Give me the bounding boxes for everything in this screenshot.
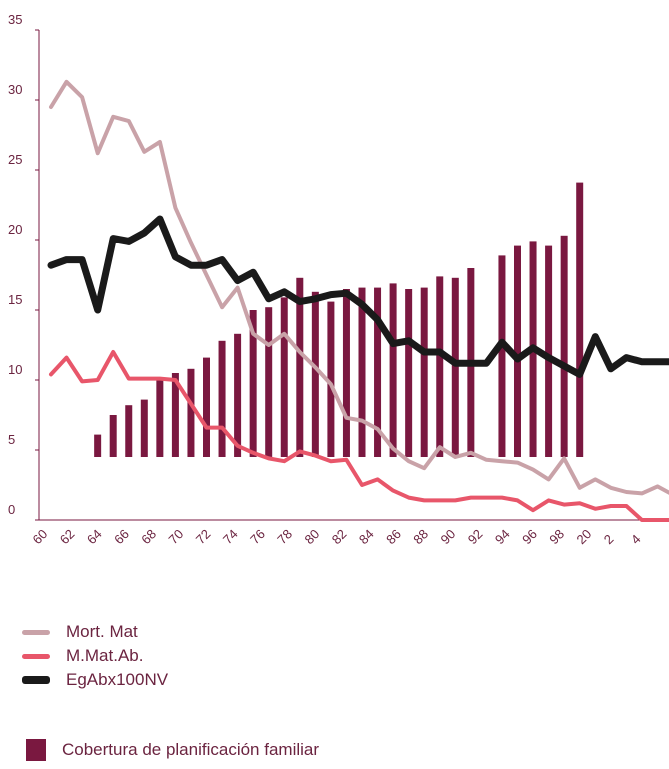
legend-label-egabx100nv: EgAbx100NV — [66, 670, 169, 689]
bar-cobertura — [171, 373, 179, 457]
x-tick-label: 90 — [438, 526, 459, 547]
x-tick-label: 70 — [166, 526, 187, 547]
bar-cobertura — [280, 297, 288, 457]
bar-cobertura — [296, 277, 304, 457]
legend-swatch-egabx100nv — [22, 676, 50, 684]
x-tick-label: 94 — [492, 526, 513, 547]
x-tick-label: 20 — [574, 526, 595, 547]
bar-cobertura — [420, 287, 428, 457]
x-tick-label: 4 — [628, 531, 644, 547]
bar-cobertura — [374, 287, 382, 457]
bar-cobertura — [498, 255, 506, 457]
legend-label-m-mat-ab: M.Mat.Ab. — [66, 646, 144, 665]
series-line-egabx100nv — [47, 215, 669, 378]
bar-cobertura — [342, 289, 350, 457]
bar-cobertura — [405, 289, 413, 457]
bar-cobertura — [249, 310, 257, 457]
bar-cobertura — [576, 182, 584, 457]
y-tick-label: 25 — [8, 152, 22, 167]
bar-cobertura — [436, 276, 444, 457]
y-tick-label: 20 — [8, 222, 22, 237]
legend-swatch-m-mat-ab — [22, 653, 50, 659]
x-tick-label: 88 — [410, 526, 431, 547]
bar-cobertura — [265, 307, 273, 457]
x-tick-label: 66 — [111, 526, 132, 547]
bar-cobertura — [560, 235, 568, 457]
x-tick-label: 96 — [519, 526, 540, 547]
x-tick-label: 2 — [601, 531, 617, 547]
x-tick-label: 74 — [220, 526, 241, 547]
legend-label-mort-mat: Mort. Mat — [66, 622, 138, 641]
x-tick-label: 92 — [465, 526, 486, 547]
legend-lines: Mort. Mat M.Mat.Ab. EgAbx100NV — [22, 620, 168, 692]
bars-layer — [94, 182, 584, 457]
y-tick-label: 35 — [8, 12, 22, 27]
y-tick-label: 15 — [8, 292, 22, 307]
x-tick-label: 98 — [546, 526, 567, 547]
x-tick-label: 60 — [30, 526, 51, 547]
bar-cobertura — [187, 368, 195, 457]
x-tick-label: 86 — [383, 526, 404, 547]
y-tick-label: 5 — [8, 432, 15, 447]
axes-layer: 0 5 10 15 20 25 30 35 60 62 64 66 68 70 72 74 76 78 80 82 84… — [8, 12, 665, 547]
lines-layer — [47, 79, 669, 522]
x-tick-label: 82 — [329, 526, 350, 547]
x-tick-label: 72 — [193, 526, 214, 547]
bar-cobertura — [203, 357, 210, 457]
x-tick-label: 80 — [302, 526, 323, 547]
x-tick-label: 84 — [356, 526, 377, 547]
bar-cobertura — [109, 415, 117, 457]
bar-cobertura — [311, 291, 319, 457]
y-tick-label: 30 — [8, 82, 22, 97]
bar-cobertura — [327, 301, 335, 457]
bar-cobertura — [234, 333, 242, 457]
bar-cobertura — [451, 277, 459, 457]
legend-swatch-cobertura — [26, 739, 46, 761]
bar-cobertura — [140, 399, 148, 457]
bar-cobertura — [94, 434, 102, 457]
legend-item-cobertura: Cobertura de planificación familiar — [22, 738, 319, 762]
legend-item-mort-mat: Mort. Mat — [22, 620, 168, 644]
bar-cobertura — [156, 380, 164, 457]
x-tick-label: 68 — [138, 526, 159, 547]
bar-cobertura — [514, 245, 521, 457]
series-line-m-mat-ab- — [49, 350, 669, 522]
x-tick-label: 62 — [57, 526, 78, 547]
x-tick-label: 76 — [247, 526, 268, 547]
bar-cobertura — [218, 340, 226, 457]
bar-cobertura — [545, 245, 553, 457]
legend-item-m-mat-ab: M.Mat.Ab. — [22, 644, 168, 668]
legend-label-cobertura: Cobertura de planificación familiar — [62, 740, 320, 759]
legend-bars: Cobertura de planificación familiar — [22, 738, 319, 762]
x-tick-label: 64 — [84, 526, 105, 547]
y-tick-label: 0 — [8, 502, 15, 517]
chart: 0 5 10 15 20 25 30 35 60 62 64 66 68 70 72 74 76 78 80 82 84… — [8, 12, 669, 547]
bar-cobertura — [358, 287, 366, 457]
legend-item-egabx100nv: EgAbx100NV — [22, 668, 168, 692]
bar-cobertura — [125, 405, 133, 457]
series-line-mort-mat — [49, 79, 669, 496]
legend-swatch-mort-mat — [22, 629, 50, 635]
y-tick-label: 10 — [8, 362, 22, 377]
x-tick-label: 78 — [274, 526, 295, 547]
bar-cobertura — [389, 283, 397, 457]
